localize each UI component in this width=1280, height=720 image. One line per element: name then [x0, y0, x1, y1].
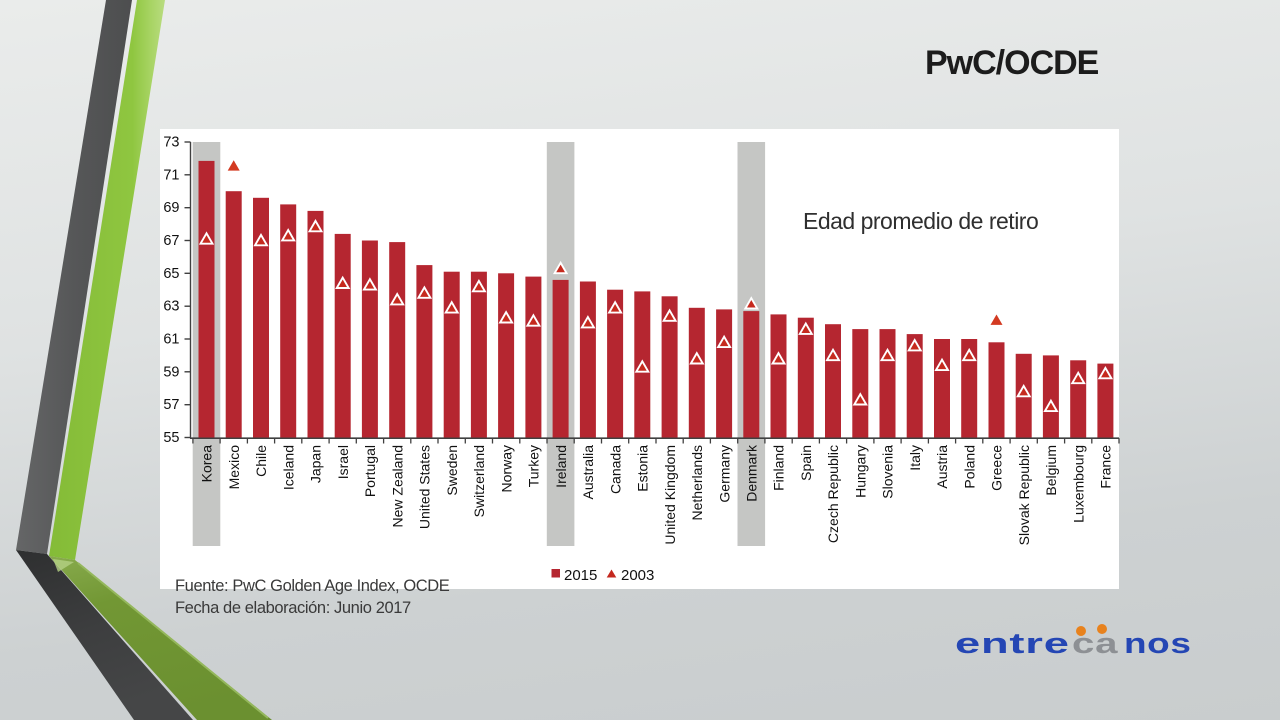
svg-text:Finland: Finland	[771, 445, 787, 491]
svg-text:Netherlands: Netherlands	[689, 445, 705, 521]
svg-text:65: 65	[163, 266, 179, 282]
svg-text:2015: 2015	[564, 567, 597, 584]
svg-text:Switzerland: Switzerland	[471, 445, 487, 517]
svg-text:Belgium: Belgium	[1043, 445, 1059, 496]
svg-text:Italy: Italy	[907, 445, 923, 471]
svg-text:71: 71	[163, 167, 179, 183]
svg-text:Israel: Israel	[335, 445, 351, 479]
svg-text:Estonia: Estonia	[635, 445, 651, 492]
svg-text:Luxembourg: Luxembourg	[1070, 445, 1086, 523]
svg-text:2003: 2003	[621, 567, 654, 584]
svg-text:Japan: Japan	[308, 445, 324, 483]
svg-text:67: 67	[163, 233, 179, 249]
svg-text:Denmark: Denmark	[744, 444, 760, 502]
svg-text:Korea: Korea	[199, 445, 215, 483]
svg-text:Germany: Germany	[716, 445, 732, 503]
svg-text:New Zealand: New Zealand	[389, 445, 405, 528]
svg-text:Greece: Greece	[989, 445, 1005, 491]
svg-text:Poland: Poland	[961, 445, 977, 489]
svg-text:Spain: Spain	[798, 445, 814, 481]
svg-text:Norway: Norway	[498, 445, 514, 492]
svg-text:69: 69	[163, 200, 179, 216]
svg-text:France: France	[1098, 445, 1114, 489]
svg-text:Turkey: Turkey	[526, 445, 542, 487]
svg-text:Mexico: Mexico	[226, 445, 242, 490]
svg-text:Austria: Austria	[934, 445, 950, 489]
svg-text:Sweden: Sweden	[444, 445, 460, 496]
svg-text:Australia: Australia	[580, 445, 596, 500]
svg-text:United Kingdom: United Kingdom	[662, 445, 678, 545]
svg-text:Ireland: Ireland	[553, 445, 569, 488]
svg-text:73: 73	[163, 135, 179, 151]
svg-text:Slovak Republic: Slovak Republic	[1016, 445, 1032, 545]
svg-text:55: 55	[163, 430, 179, 446]
svg-text:63: 63	[163, 299, 179, 315]
svg-text:Hungary: Hungary	[853, 445, 869, 498]
svg-text:Canada: Canada	[607, 445, 623, 494]
svg-text:61: 61	[163, 332, 179, 348]
svg-text:59: 59	[163, 364, 179, 380]
svg-text:United States: United States	[417, 445, 433, 529]
svg-text:Portugal: Portugal	[362, 445, 378, 497]
svg-text:Slovenia: Slovenia	[880, 445, 896, 499]
svg-text:Czech Republic: Czech Republic	[825, 445, 841, 543]
svg-text:Iceland: Iceland	[280, 445, 296, 490]
svg-text:57: 57	[163, 397, 179, 413]
svg-text:Chile: Chile	[253, 445, 269, 477]
